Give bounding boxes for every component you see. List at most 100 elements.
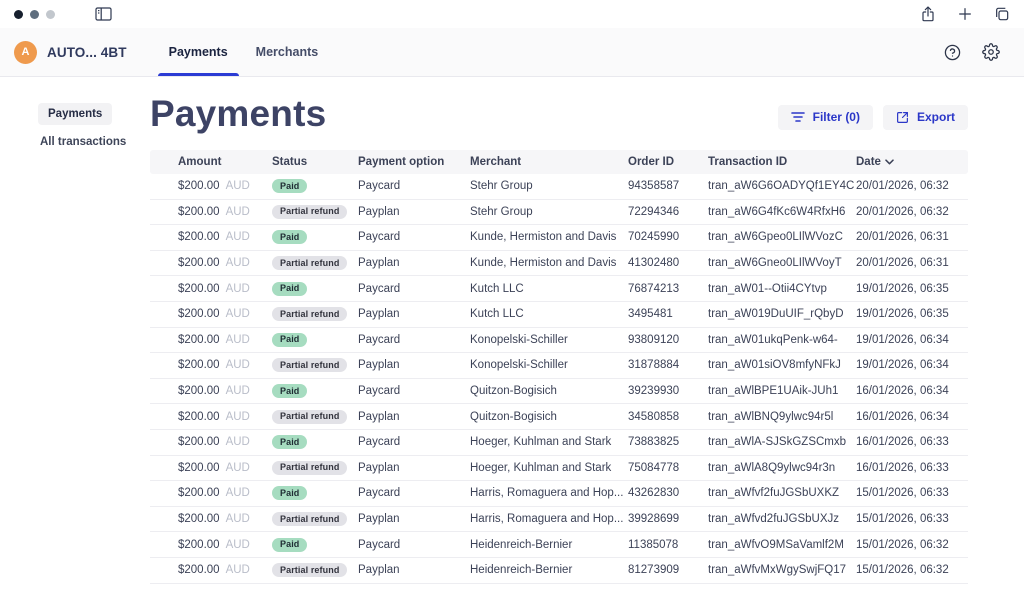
amount-currency: AUD <box>225 461 250 474</box>
status-cell: Partial refund <box>272 563 358 578</box>
payment-option-cell: Paycard <box>358 282 401 295</box>
sidebar-item-all-transactions[interactable]: All transactions <box>40 136 127 148</box>
table-row[interactable]: $200.00 AUD Partial refund Payplan Quitzo… <box>150 404 968 430</box>
amount-cell: $200.00 AUD <box>150 487 272 499</box>
column-header-payment-option[interactable]: Payment option <box>358 156 445 168</box>
status-badge: Partial refund <box>272 563 348 578</box>
table-row[interactable]: $200.00 AUD Partial refund Payplan Konope… <box>150 353 968 379</box>
table-row[interactable]: $200.00 AUD Partial refund Payplan Kutch … <box>150 302 968 328</box>
amount-currency: AUD <box>225 308 250 321</box>
table-row[interactable]: $200.00 AUD Paid Paycard Kunde, Hermiston… <box>150 225 968 251</box>
date-cell: 19/01/2026, 06:35 <box>856 308 949 321</box>
amount-currency: AUD <box>225 487 250 500</box>
table-row[interactable]: $200.00 AUD Partial refund Payplan Kunde,… <box>150 251 968 277</box>
order-id-cell: 76874213 <box>628 282 680 295</box>
merchant-cell: Kunde, Hermiston and Davis <box>470 257 617 270</box>
status-badge: Paid <box>272 230 308 245</box>
column-header-transaction-id[interactable]: Transaction ID <box>708 156 788 168</box>
date-cell: 16/01/2026, 06:33 <box>856 461 949 474</box>
date-cell: 16/01/2026, 06:34 <box>856 385 949 398</box>
order-id-cell: 11385078 <box>628 538 679 551</box>
status-cell: Paid <box>272 435 358 450</box>
amount-cell: $200.00 AUD <box>150 257 272 269</box>
tab-merchants[interactable]: Merchants <box>255 45 319 59</box>
table-row[interactable]: $200.00 AUD Partial refund Payplan Hoeger… <box>150 456 968 482</box>
merchant-cell: Harris, Romaguera and Hop... <box>470 513 624 526</box>
table-row[interactable]: $200.00 AUD Partial refund Payplan Harris… <box>150 507 968 533</box>
status-cell: Paid <box>272 384 358 399</box>
amount-currency: AUD <box>225 513 250 526</box>
status-cell: Paid <box>272 230 358 245</box>
column-header-amount[interactable]: Amount <box>178 156 222 168</box>
column-header-order-id[interactable]: Order ID <box>628 156 675 168</box>
status-cell: Partial refund <box>272 512 358 527</box>
order-id-cell: 93809120 <box>628 333 680 346</box>
status-cell: Partial refund <box>272 409 358 424</box>
date-cell: 20/01/2026, 06:31 <box>856 257 949 270</box>
payment-option-cell: Payplan <box>358 461 400 474</box>
amount-currency: AUD <box>225 257 250 270</box>
table-row[interactable]: $200.00 AUD Partial refund Payplan Stehr … <box>150 200 968 226</box>
share-icon[interactable] <box>920 5 936 23</box>
status-cell: Partial refund <box>272 307 358 322</box>
table-row[interactable]: $200.00 AUD Paid Paycard Hoeger, Kuhlman … <box>150 430 968 456</box>
settings-icon[interactable] <box>982 43 1000 61</box>
avatar: A <box>14 40 37 64</box>
status-cell: Partial refund <box>272 358 358 373</box>
amount-cell: $200.00 AUD <box>150 513 272 525</box>
sidebar-toggle-icon[interactable] <box>95 7 112 21</box>
amount-cell: $200.00 AUD <box>150 283 272 295</box>
transaction-id-cell: tran_aW6G6OADYQf1EY4C <box>708 180 855 193</box>
traffic-lights <box>14 9 55 19</box>
tab-payments[interactable]: Payments <box>155 28 242 76</box>
filter-button[interactable]: Filter (0) <box>777 104 873 130</box>
order-id-cell: 3495481 <box>628 308 673 321</box>
browser-chrome-bar <box>0 0 1024 28</box>
amount-cell: $200.00 AUD <box>150 436 272 448</box>
status-badge: Paid <box>272 332 308 347</box>
payment-option-cell: Paycard <box>358 231 401 244</box>
payment-option-cell: Payplan <box>358 308 400 321</box>
amount-cell: $200.00 AUD <box>150 385 272 397</box>
order-id-cell: 73883825 <box>628 436 680 449</box>
main-content: Payments Filter (0) <box>150 77 1024 596</box>
sidebar-item-payments[interactable]: Payments <box>38 103 113 125</box>
transaction-id-cell: tran_aW01ukqPenk-w64- <box>708 333 838 346</box>
table-row[interactable]: $200.00 AUD Paid Paycard Harris, Romaguer… <box>150 481 968 507</box>
amount-value: $200.00 <box>178 436 220 449</box>
table-row[interactable]: $200.00 AUD Paid Paycard Heidenreich-Bern… <box>150 532 968 558</box>
table-row[interactable]: $200.00 AUD Paid Paycard Quitzon-Bogisich… <box>150 379 968 405</box>
table-row[interactable]: $200.00 AUD Partial refund Payplan Heiden… <box>150 558 968 584</box>
transaction-id-cell: tran_aWlA8Q9ylwc94r3n <box>708 461 836 474</box>
maximize-window-button[interactable] <box>46 9 55 19</box>
new-tab-icon[interactable] <box>957 6 973 22</box>
payment-option-cell: Payplan <box>358 257 400 270</box>
table-row[interactable]: $200.00 AUD Paid Paycard Stehr Group 9435… <box>150 174 968 200</box>
payments-table: Amount Status Payment option Merchant Or… <box>150 150 968 584</box>
table-row[interactable]: $200.00 AUD Paid Paycard Kutch LLC 768742… <box>150 276 968 302</box>
amount-value: $200.00 <box>178 359 220 372</box>
order-id-cell: 75084778 <box>628 461 680 474</box>
merchant-cell: Quitzon-Bogisich <box>470 410 557 423</box>
amount-currency: AUD <box>225 410 250 423</box>
table-row[interactable]: $200.00 AUD Paid Paycard Konopelski-Schil… <box>150 328 968 354</box>
amount-currency: AUD <box>225 436 250 449</box>
column-header-date[interactable]: Date <box>856 156 968 168</box>
merchant-cell: Heidenreich-Bernier <box>470 564 573 577</box>
column-header-merchant[interactable]: Merchant <box>470 156 522 168</box>
minimize-window-button[interactable] <box>30 9 39 19</box>
payment-option-cell: Payplan <box>358 205 400 218</box>
order-id-cell: 39239930 <box>628 385 680 398</box>
transaction-id-cell: tran_aWfvO9MSaVamlf2M <box>708 538 844 551</box>
amount-cell: $200.00 AUD <box>150 231 272 243</box>
amount-value: $200.00 <box>178 333 220 346</box>
status-badge: Partial refund <box>272 409 348 424</box>
order-id-cell: 31878884 <box>628 359 680 372</box>
column-header-status[interactable]: Status <box>272 156 308 168</box>
tab-overview-icon[interactable] <box>994 6 1010 22</box>
close-window-button[interactable] <box>14 9 23 19</box>
export-button[interactable]: Export <box>882 104 968 130</box>
amount-cell: $200.00 AUD <box>150 206 272 218</box>
help-icon[interactable] <box>944 44 961 61</box>
transaction-id-cell: tran_aW6Gpeo0LIlWVozC <box>708 231 843 244</box>
